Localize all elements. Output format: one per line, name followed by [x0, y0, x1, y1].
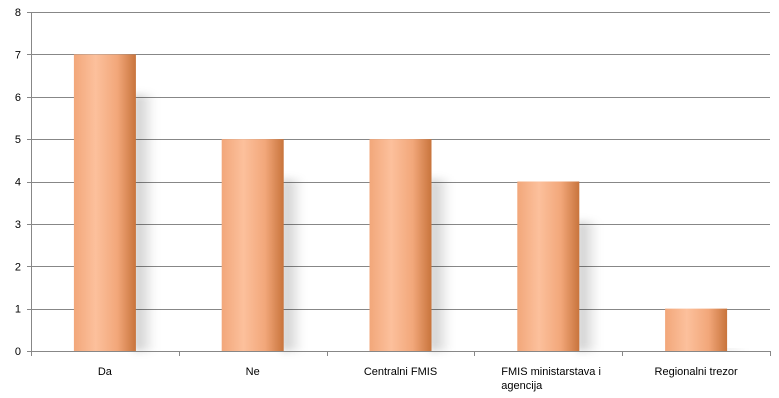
- y-tick-label-2: 2: [15, 261, 21, 273]
- y-tick-label-3: 3: [15, 219, 21, 231]
- x-category-label-3-line-0: FMIS ministarstava i: [501, 366, 601, 378]
- y-tick-label-4: 4: [15, 177, 21, 189]
- bar-3: [517, 181, 580, 351]
- y-tick-label-6: 6: [15, 92, 21, 104]
- bar-shadow-1: [281, 179, 304, 351]
- x-category-label-2: Centralni FMIS: [364, 366, 437, 378]
- x-category-labels: Da Ne Centralni FMIS FMIS ministarstava i ag…: [98, 366, 738, 392]
- bar-shadow-0: [133, 94, 156, 351]
- y-tick-label-7: 7: [15, 49, 21, 61]
- x-category-label-3-line-1: agencija: [501, 380, 543, 392]
- y-tick-label-1: 1: [15, 304, 21, 316]
- bar-shadow-3: [577, 221, 600, 351]
- x-category-label-0: Da: [98, 366, 113, 378]
- bar-0: [73, 54, 136, 351]
- bar-shadow-4: [725, 348, 748, 351]
- y-tick-label-8: 8: [15, 7, 21, 19]
- bar-2: [369, 139, 432, 351]
- x-category-label-1: Ne: [246, 366, 260, 378]
- axes: [27, 12, 771, 356]
- bar-shadow-2: [429, 179, 452, 351]
- bars: [73, 54, 728, 351]
- y-tick-label-0: 0: [15, 346, 21, 358]
- bar-1: [221, 139, 284, 351]
- y-tick-labels: 0 1 2 3 4 5 6 7 8: [15, 7, 21, 358]
- x-category-label-4: Regionalni trezor: [655, 366, 738, 378]
- y-tick-label-5: 5: [15, 134, 21, 146]
- bar-4: [665, 308, 728, 351]
- bar-shadows: [133, 94, 748, 351]
